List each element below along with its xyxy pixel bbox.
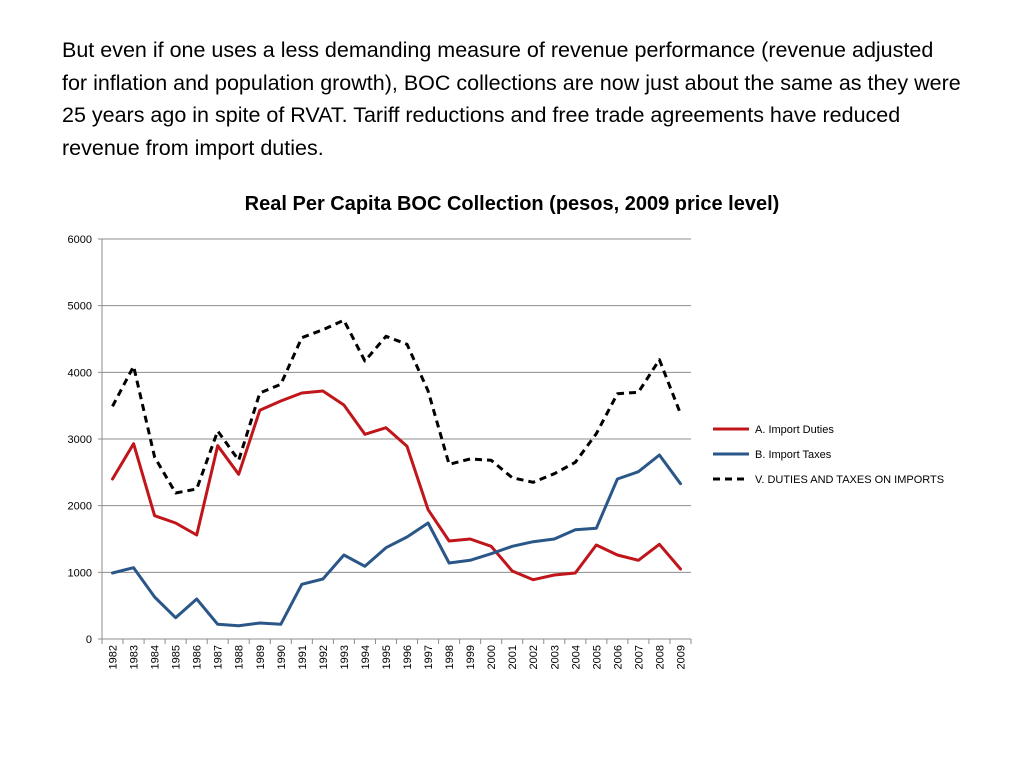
x-tick-label: 1996 bbox=[402, 645, 414, 669]
x-tick-label: 1995 bbox=[381, 645, 393, 669]
y-tick-label: 1000 bbox=[68, 567, 92, 579]
chart-gridlines bbox=[102, 238, 691, 573]
y-axis-tick-labels: 0 1000 2000 3000 4000 5000 6000 bbox=[68, 234, 92, 646]
y-tick-label: 4000 bbox=[68, 367, 92, 379]
series-line-3 bbox=[111, 318, 682, 495]
x-tick-label: 1989 bbox=[255, 645, 267, 669]
x-tick-label: 2004 bbox=[570, 645, 582, 669]
x-tick-label: 1997 bbox=[423, 645, 435, 669]
legend-label: A. Import Duties bbox=[755, 424, 834, 436]
x-tick-label: 2001 bbox=[507, 645, 519, 669]
x-tick-label: 2002 bbox=[528, 645, 540, 669]
x-tick-label: 2005 bbox=[591, 645, 603, 669]
x-tick-label: 1998 bbox=[444, 645, 456, 669]
y-tick-label: 5000 bbox=[68, 301, 92, 313]
intro-paragraph: But even if one uses a less demanding me… bbox=[62, 38, 961, 160]
x-tick-label: 1985 bbox=[171, 645, 183, 669]
x-tick-label: 1990 bbox=[276, 645, 288, 669]
legend-label: B. Import Taxes bbox=[755, 449, 832, 461]
x-axis-tick-labels: 1982 1983 1984 1985 1986 1987 1988 1989 1990 1991… bbox=[108, 645, 688, 669]
series-line-1 bbox=[111, 389, 682, 582]
x-tick-label: 1994 bbox=[360, 645, 372, 669]
x-tick-label: 1988 bbox=[234, 645, 246, 669]
chart-series-lines bbox=[111, 318, 682, 628]
x-tick-label: 2006 bbox=[612, 645, 624, 669]
y-tick-label: 3000 bbox=[68, 434, 92, 446]
y-tick-label: 6000 bbox=[68, 234, 92, 246]
x-tick-label: 1986 bbox=[192, 645, 204, 669]
x-tick-label: 1993 bbox=[339, 645, 351, 669]
x-tick-label: 1982 bbox=[108, 645, 120, 669]
chart-title: Real Per Capita BOC Collection (pesos, 2… bbox=[244, 193, 780, 215]
x-tick-label: 2008 bbox=[654, 645, 666, 669]
chart-legend: A. Import Duties B. Import Taxes V. DUTIES… bbox=[713, 424, 944, 486]
y-tick-label: 2000 bbox=[68, 501, 92, 513]
x-tick-label: 1987 bbox=[213, 645, 225, 669]
x-tick-label: 2000 bbox=[486, 645, 498, 669]
series-line-2 bbox=[111, 453, 682, 628]
x-tick-label: 1984 bbox=[150, 645, 162, 669]
x-tick-label: 1983 bbox=[129, 645, 141, 669]
x-tick-label: 2003 bbox=[549, 645, 561, 669]
x-tick-label: 1999 bbox=[465, 645, 477, 669]
x-tick-label: 1992 bbox=[318, 645, 330, 669]
y-tick-label: 0 bbox=[86, 634, 92, 646]
chart-axes bbox=[98, 238, 692, 644]
legend-label: V. DUTIES AND TAXES ON IMPORTS bbox=[755, 474, 944, 486]
x-tick-label: 2009 bbox=[675, 645, 687, 669]
x-tick-label: 2007 bbox=[633, 645, 645, 669]
x-tick-label: 1991 bbox=[297, 645, 309, 669]
